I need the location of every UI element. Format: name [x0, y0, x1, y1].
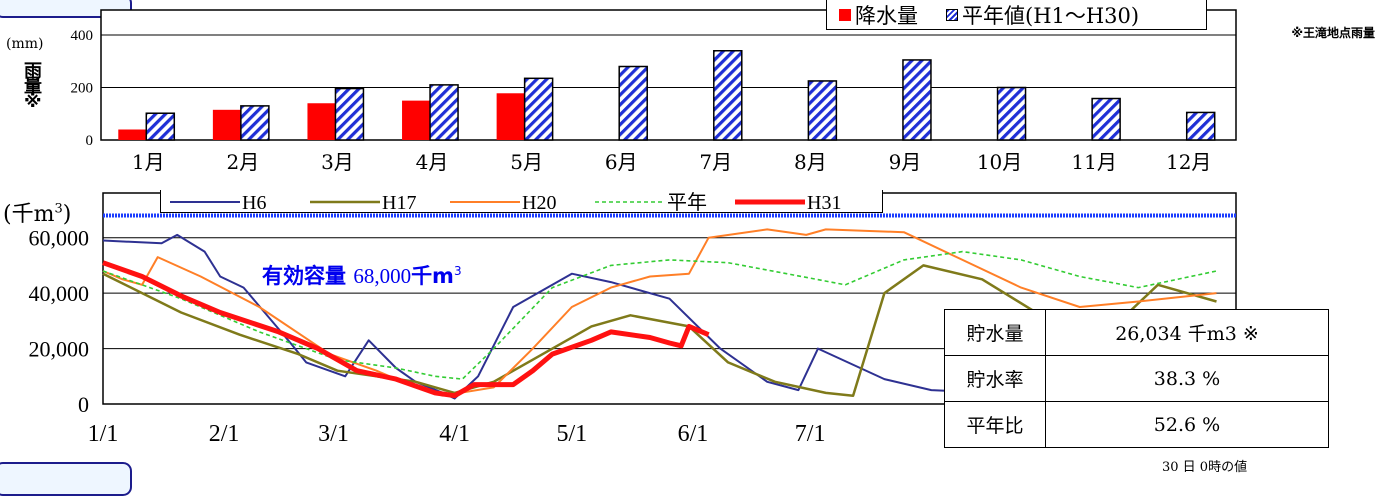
precip-bar	[212, 109, 241, 140]
normal-bar	[240, 105, 270, 141]
rain-category-label: 3月	[321, 150, 354, 174]
rain-category-label: 2月	[227, 150, 260, 174]
storage-x-tick-label: 6/1	[678, 421, 709, 447]
rain-unit: (mm)	[6, 36, 44, 52]
normal-bar	[1185, 111, 1216, 141]
storage-x-tick-label: 2/1	[209, 421, 240, 447]
rain-category-label: 4月	[416, 150, 449, 174]
normal-bar	[334, 87, 365, 141]
rain-tick-label: 200	[71, 81, 94, 97]
storage-stats-table: 貯水量 26,034 千m3 ※ 貯水率 38.3 % 平年比 52.6 %	[944, 309, 1329, 448]
line-legend-overlay: H6 H17 H20 平年 H31	[170, 191, 841, 214]
series-line-H17	[102, 264, 1217, 397]
rain-legend: 降水量 平年値(H1～H30)	[826, 0, 1207, 30]
rain-category-label: 1月	[132, 150, 165, 174]
legend-label-H17: H17	[382, 192, 416, 214]
rain-category-label: 9月	[889, 150, 922, 174]
series-line-H31	[102, 260, 710, 399]
normal-bar	[618, 65, 648, 141]
legend-precip: 降水量	[839, 0, 918, 30]
line-legend	[160, 190, 883, 213]
storage-x-tick-label: 1/1	[88, 421, 119, 447]
normal-bar	[713, 50, 743, 141]
rain-axis-label: 雨量※	[24, 61, 42, 112]
storage-x-tick-label: 3/1	[318, 421, 349, 447]
precip-bar	[118, 129, 147, 140]
rain-category-label: 5月	[510, 150, 543, 174]
precip-bar	[307, 103, 336, 140]
series-line-平年	[102, 250, 1217, 380]
normal-bar	[523, 77, 554, 141]
legend-label-H6: H6	[242, 192, 266, 214]
storage-tick-label: 20,000	[29, 337, 90, 362]
legend-label-H31: H31	[807, 192, 841, 214]
legend-label-H20: H20	[522, 192, 556, 214]
rain-tick-label: 400	[71, 28, 94, 44]
precip-swatch-icon	[839, 8, 851, 21]
normal-bar	[902, 59, 932, 141]
footnote: 30 日 0時の値	[1162, 460, 1248, 475]
rain-category-label: 8月	[794, 150, 827, 174]
storage-tick-label: 60,000	[29, 226, 90, 251]
capacity-label: 有効容量 68,000千m3	[262, 264, 462, 288]
storage-x-tick-label: 4/1	[439, 421, 470, 447]
stats-row-storage: 貯水量 26,034 千m3 ※	[944, 309, 1329, 356]
storage-x-tick-label: 7/1	[795, 421, 826, 447]
storage-unit: (千m3)	[3, 201, 72, 227]
precip-bar	[402, 100, 431, 140]
series-line-H20	[102, 228, 1217, 397]
normal-bar	[996, 86, 1027, 141]
storage-x-tick-label: 5/1	[556, 421, 587, 447]
normal-bar	[429, 84, 459, 141]
rain-category-label: 11月	[1071, 150, 1116, 174]
normal-swatch-icon	[946, 8, 958, 21]
rain-note: ※王滝地点雨量	[1291, 26, 1375, 40]
normal-bar	[145, 112, 176, 141]
storage-tick-label: 0	[78, 392, 89, 417]
legend-label-平年: 平年	[667, 191, 707, 214]
rain-category-label: 12月	[1166, 150, 1211, 174]
storage-tick-label: 40,000	[29, 281, 90, 306]
precip-bar	[496, 93, 525, 140]
stats-row-ratio: 平年比 52.6 %	[944, 401, 1329, 448]
legend-normal: 平年値(H1～H30)	[946, 0, 1139, 30]
rain-category-label: 7月	[699, 150, 732, 174]
rain-plot-area	[100, 9, 1237, 141]
rain-category-label: 6月	[605, 150, 638, 174]
normal-bar	[1091, 97, 1121, 141]
stats-row-rate: 貯水率 38.3 %	[944, 355, 1329, 402]
rain-tick-label: 0	[86, 133, 94, 149]
title-tab-top	[0, 0, 132, 18]
normal-bar	[807, 80, 838, 141]
rain-category-label: 10月	[977, 150, 1022, 174]
